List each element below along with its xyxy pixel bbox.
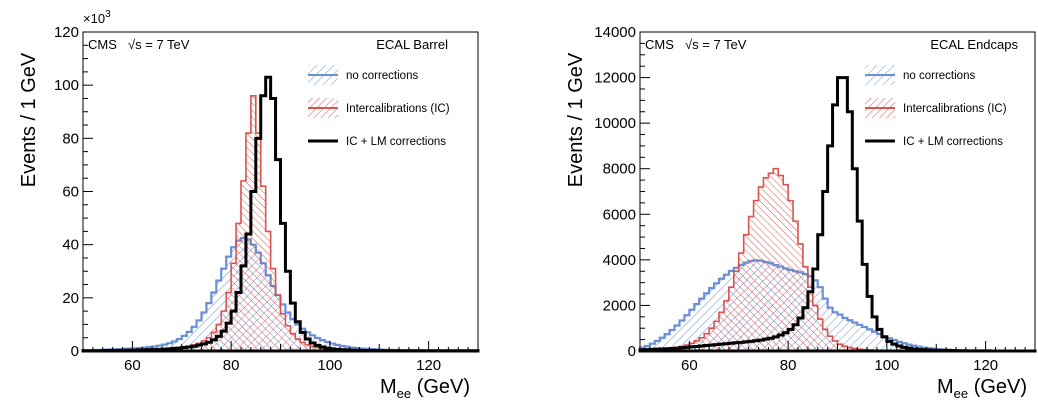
- left-plot: 60 80 100 120 0 20 40 60 80 100 120 no corrections I…: [54, 24, 480, 374]
- right-x-tick-label: 100: [874, 357, 899, 374]
- right-plot: 60 80 100 120 0 2000 4000 6000 8000 10000 12000 140…: [594, 24, 1037, 374]
- right-legend-label: IC + LM corrections: [903, 136, 1003, 148]
- left-y-tick-label: 120: [54, 24, 79, 41]
- right-x-tick-label: 80: [780, 357, 797, 374]
- left-x-tick-label: 60: [124, 357, 141, 374]
- left-x-tick-label: 120: [416, 357, 441, 374]
- left-x-tick-label: 80: [223, 357, 240, 374]
- right-y-tick-label: 8000: [603, 161, 636, 178]
- right-region-label: ECAL Endcaps: [930, 37, 1018, 52]
- left-x-tick-label: 100: [317, 357, 342, 374]
- left-experiment-label: CMS: [88, 37, 117, 52]
- right-y-tick-label: 10000: [594, 115, 636, 132]
- right-y-tick-label: 14000: [594, 24, 636, 41]
- right-legend-label: Intercalibrations (IC): [903, 103, 1007, 115]
- right-y-tick-label: 12000: [594, 70, 636, 87]
- left-y-tick-label: 40: [62, 237, 79, 254]
- right-x-tick-label: 120: [973, 357, 998, 374]
- left-y-tick-label: 80: [62, 130, 79, 147]
- left-y-axis-label: Events / 1 GeV: [18, 52, 40, 187]
- left-legend-label: IC + LM corrections: [346, 136, 446, 148]
- right-experiment-label: CMS: [645, 37, 674, 52]
- right-y-tick-label: 4000: [603, 252, 636, 269]
- left-legend-entry: Intercalibrations (IC): [308, 98, 450, 118]
- left-panel: ×103 Events / 1 GeV Mee (GeV) CMS √s = 7…: [18, 9, 470, 401]
- left-y-tick-label: 0: [71, 343, 79, 360]
- right-x-axis-label: Mee (GeV): [937, 376, 1027, 401]
- left-legend-label: Intercalibrations (IC): [346, 103, 450, 115]
- right-x-tick-label: 60: [681, 357, 698, 374]
- right-panel: Events / 1 GeV Mee (GeV) CMS √s = 7 TeV …: [565, 37, 1027, 401]
- left-y-tick-label: 100: [54, 77, 79, 94]
- left-y-multiplier: ×103: [83, 9, 111, 26]
- left-legend-label: no corrections: [346, 70, 418, 82]
- left-y-tick-label: 60: [62, 184, 79, 201]
- left-legend-entry: no corrections: [308, 65, 418, 85]
- right-y-tick-label: 6000: [603, 206, 636, 223]
- left-y-tick-label: 20: [62, 290, 79, 307]
- right-legend-entry: IC + LM corrections: [865, 136, 1003, 148]
- right-y-axis-label: Events / 1 GeV: [565, 52, 587, 187]
- right-legend-entry: Intercalibrations (IC): [865, 98, 1007, 118]
- right-y-tick-label: 0: [628, 343, 636, 360]
- left-x-axis-label: Mee (GeV): [380, 376, 470, 401]
- left-energy-label: √s = 7 TeV: [128, 37, 190, 52]
- left-region-label: ECAL Barrel: [376, 37, 448, 52]
- right-legend-entry: no corrections: [865, 65, 975, 85]
- right-y-tick-label: 2000: [603, 297, 636, 314]
- right-energy-label: √s = 7 TeV: [685, 37, 747, 52]
- right-legend-label: no corrections: [903, 70, 975, 82]
- left-legend-entry: IC + LM corrections: [308, 136, 446, 148]
